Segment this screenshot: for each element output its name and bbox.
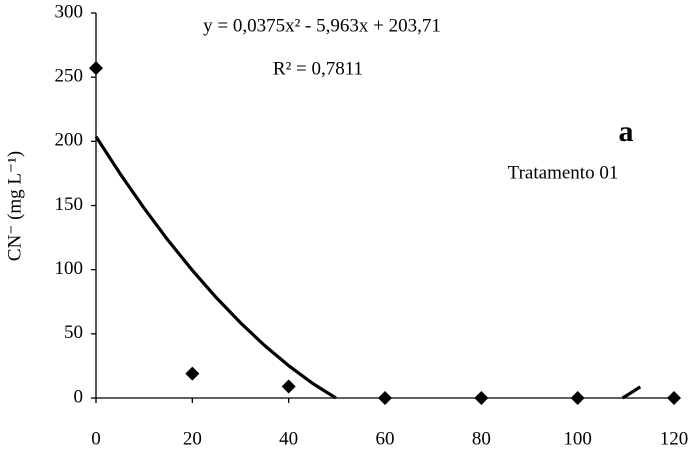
x-tick-label: 120 [660,428,689,449]
data-point [378,391,392,405]
data-point [474,391,489,405]
x-tick-label: 80 [472,428,491,449]
treatment-label: Tratamento 01 [508,162,619,183]
x-tick-label: 60 [376,428,395,449]
trend-line [94,135,642,400]
y-tick-label: 0 [74,386,84,407]
y-tick-label: 100 [55,258,84,279]
y-tick-label: 50 [64,322,83,343]
y-tick-label: 150 [55,194,84,215]
data-point [185,366,200,381]
x-tick-label: 0 [91,428,101,449]
data-point [89,61,103,76]
x-tick-label: 20 [183,428,202,449]
y-axis-label: CN⁻ (mg L⁻¹) [4,151,25,261]
x-tick-label: 40 [279,428,298,449]
x-tick-label: 100 [563,428,592,449]
panel-label: a [619,115,634,148]
y-tick-label: 300 [55,1,84,22]
y-tick-label: 200 [55,130,84,151]
data-point [667,391,681,405]
data-point [281,379,296,394]
data-point [570,391,585,405]
r-squared: R² = 0,7811 [273,58,363,79]
y-tick-label: 250 [55,66,84,87]
equation: y = 0,0375x² - 5,963x + 203,71 [203,15,441,36]
